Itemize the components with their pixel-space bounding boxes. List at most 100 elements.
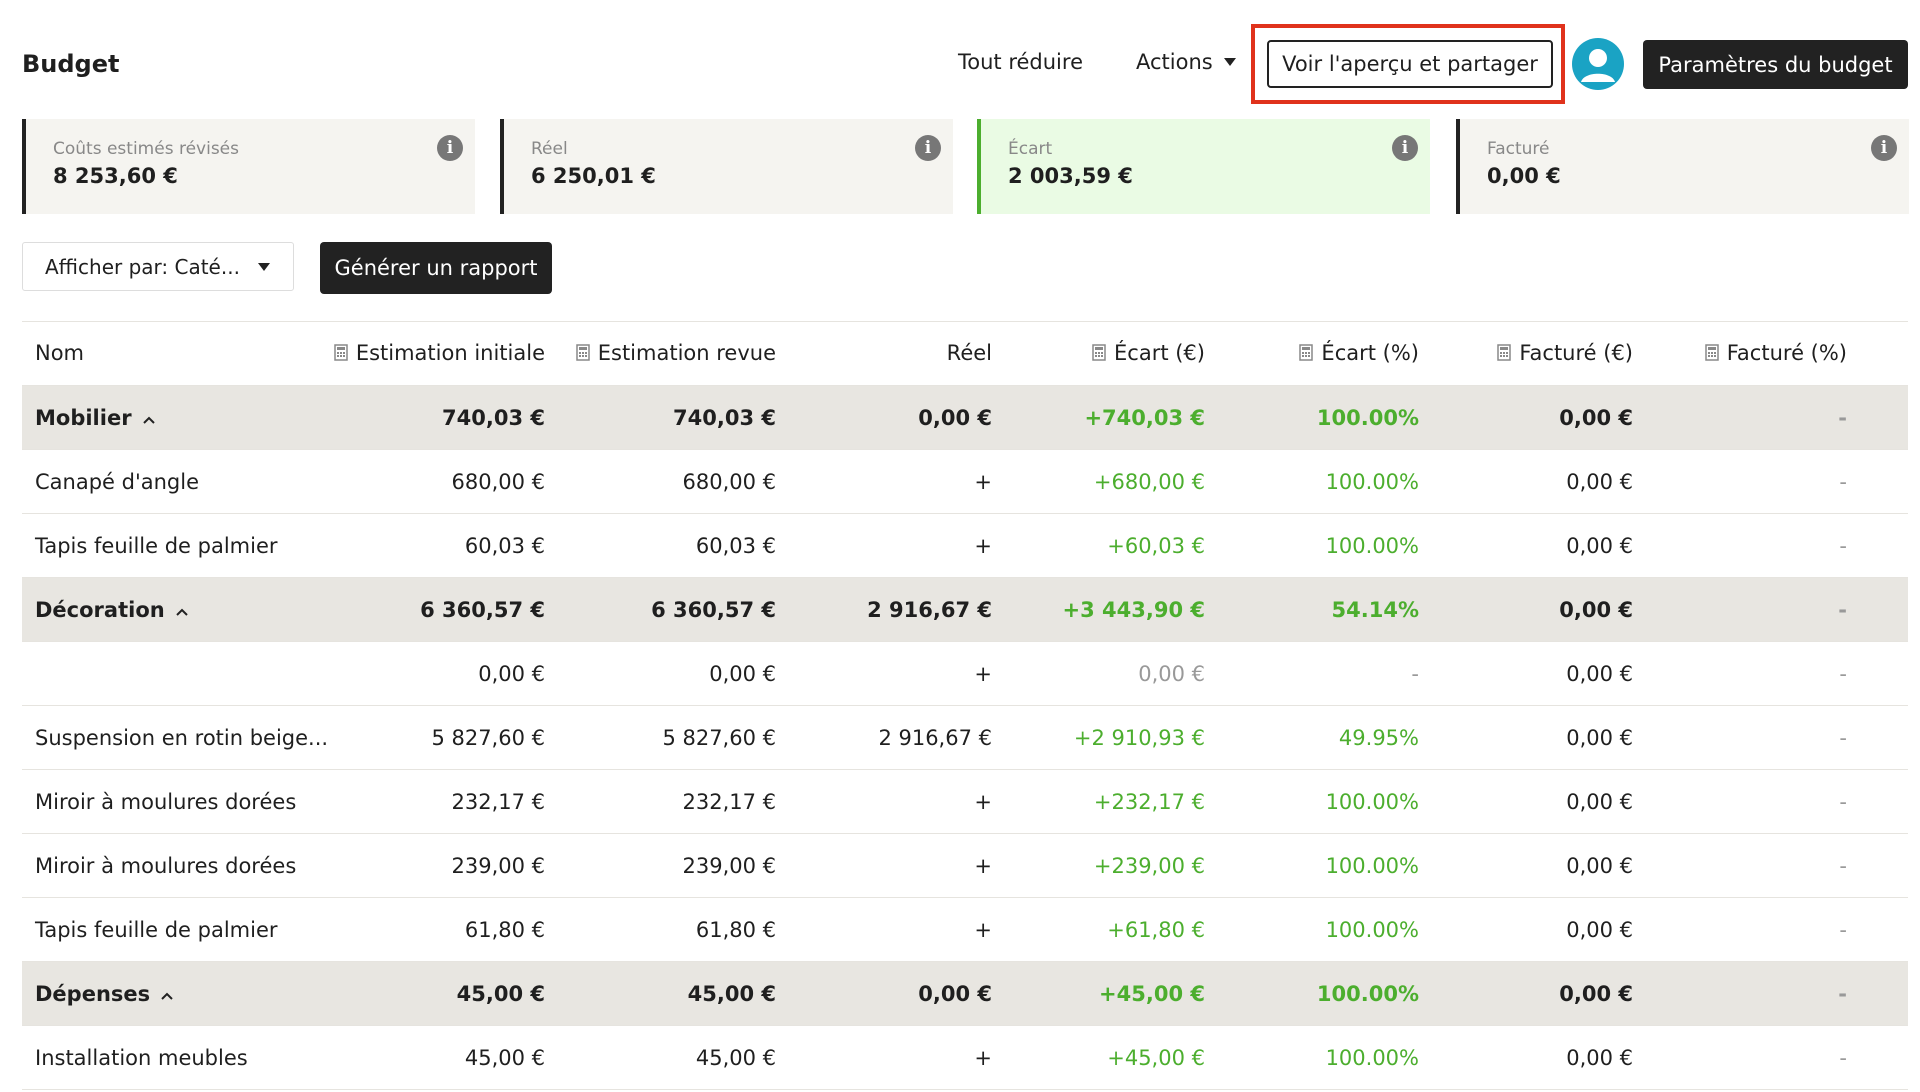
value-cell: 2 916,67 €: [878, 726, 992, 750]
value-cell: 49.95%: [1338, 726, 1419, 750]
value-cell: 60,03 €: [695, 534, 776, 558]
value-cell: -: [1411, 662, 1419, 686]
value-cell: -: [1839, 726, 1847, 750]
row-name: Miroir à moulures dorées: [35, 854, 297, 878]
name-cell: Tapis feuille de palmier: [35, 898, 278, 962]
value-cell: 5 827,60 €: [662, 726, 776, 750]
card-label: Réel: [531, 139, 568, 159]
value-cell: +: [974, 790, 992, 814]
column-header-label: Estimation revue: [597, 341, 776, 365]
collapse-chevron[interactable]: [142, 415, 156, 425]
value-cell: 45,00 €: [695, 1046, 776, 1070]
column-header-label: Nom: [35, 341, 85, 365]
preview-share-button[interactable]: Voir l'aperçu et partager: [1267, 40, 1553, 88]
card-value: 2 003,59 €: [1008, 164, 1133, 188]
value-cell: -: [1839, 470, 1847, 494]
item-row: Canapé d'angle 680,00 € 680,00 € + +680,00 €…: [22, 450, 1908, 514]
collapse-all-button[interactable]: Tout réduire: [958, 50, 1083, 74]
group-row: Mobilier 740,03 € 740,03 € 0,00 € +740,03 € 1…: [22, 386, 1908, 450]
column-header[interactable]: Nom: [35, 321, 84, 386]
info-icon[interactable]: i: [1392, 135, 1418, 161]
value-cell: +: [974, 918, 992, 942]
column-header[interactable]: Écart (€): [1092, 321, 1205, 386]
row-name: Canapé d'angle: [35, 470, 200, 494]
dropdown-arrow: [1223, 58, 1236, 66]
value-cell: 0,00 €: [1566, 790, 1633, 814]
value-cell: 0,00 €: [1566, 726, 1633, 750]
value-cell: 2 916,67 €: [867, 598, 992, 622]
value-cell: 5 827,60 €: [431, 726, 545, 750]
group-row: Dépenses 45,00 € 45,00 € 0,00 € +45,00 € 100.…: [22, 962, 1908, 1026]
column-header[interactable]: Facturé (€): [1497, 321, 1633, 386]
card-label: Coûts estimés révisés: [53, 139, 239, 159]
card-value: 6 250,01 €: [531, 164, 656, 188]
value-cell: 100.00%: [1316, 982, 1419, 1006]
actions-menu[interactable]: Actions: [1136, 50, 1237, 74]
item-row: Miroir à moulures dorées 239,00 € 239,00 €…: [22, 834, 1908, 898]
info-icon[interactable]: i: [1871, 135, 1897, 161]
item-row: Miroir à moulures dorées 232,17 € 232,17 €…: [22, 770, 1908, 834]
value-cell: +2 910,93 €: [1073, 726, 1205, 750]
column-header[interactable]: Estimation initiale: [334, 321, 545, 386]
card-value: 0,00 €: [1487, 164, 1561, 188]
value-cell: 0,00 €: [1559, 406, 1633, 430]
budget-settings-label: Paramètres du budget: [1658, 52, 1893, 77]
item-row: Tapis feuille de palmier 60,03 € 60,03 € + +…: [22, 514, 1908, 578]
value-cell: -: [1839, 534, 1847, 558]
value-cell: 100.00%: [1325, 918, 1419, 942]
value-cell: +: [974, 534, 992, 558]
column-header[interactable]: Estimation revue: [575, 321, 776, 386]
value-cell: -: [1839, 854, 1847, 878]
info-icon[interactable]: i: [437, 135, 463, 161]
column-header[interactable]: Réel: [947, 321, 992, 386]
value-cell: 680,00 €: [451, 470, 545, 494]
summary-card: Facturé 0,00 € i: [1456, 119, 1909, 214]
collapse-chevron[interactable]: [175, 607, 189, 617]
collapse-chevron[interactable]: [160, 991, 174, 1001]
value-cell: 0,00 €: [1566, 918, 1633, 942]
value-cell: 60,03 €: [464, 534, 545, 558]
value-cell: 54.14%: [1331, 598, 1419, 622]
name-cell: Tapis feuille de palmier: [35, 514, 278, 578]
value-cell: 100.00%: [1325, 854, 1419, 878]
value-cell: 239,00 €: [451, 854, 545, 878]
name-cell: Installation meubles: [35, 1026, 248, 1090]
value-cell: -: [1838, 982, 1847, 1006]
value-cell: 61,80 €: [695, 918, 776, 942]
generate-report-button[interactable]: Générer un rapport: [320, 242, 552, 294]
value-cell: 0,00 €: [1566, 1046, 1633, 1070]
card-label: Facturé: [1487, 139, 1550, 159]
value-cell: 232,17 €: [682, 790, 776, 814]
value-cell: +45,00 €: [1107, 1046, 1205, 1070]
preview-share-label: Voir l'aperçu et partager: [1282, 52, 1538, 76]
value-cell: +45,00 €: [1099, 982, 1205, 1006]
user-avatar[interactable]: [1572, 38, 1624, 90]
item-row: Installation meubles 45,00 € 45,00 € + +45,0…: [22, 1026, 1908, 1090]
row-name: Installation meubles: [35, 1046, 248, 1070]
row-name: Tapis feuille de palmier: [35, 918, 278, 942]
name-cell: Dépenses: [35, 962, 174, 1026]
value-cell: 680,00 €: [682, 470, 776, 494]
value-cell: 0,00 €: [478, 662, 545, 686]
column-header[interactable]: Écart (%): [1299, 321, 1419, 386]
value-cell: 45,00 €: [456, 982, 545, 1006]
value-cell: -: [1838, 598, 1847, 622]
table-top-border: [22, 321, 1908, 322]
summary-card: Écart 2 003,59 € i: [977, 119, 1430, 214]
value-cell: 0,00 €: [918, 406, 992, 430]
value-cell: +740,03 €: [1084, 406, 1205, 430]
view-by-select[interactable]: Afficher par: Caté...: [22, 242, 294, 291]
budget-settings-button[interactable]: Paramètres du budget: [1643, 40, 1908, 89]
row-name: Miroir à moulures dorées: [35, 790, 297, 814]
item-row: Suspension en rotin beige... 5 827,60 € 5 …: [22, 706, 1908, 770]
value-cell: 100.00%: [1325, 1046, 1419, 1070]
column-header[interactable]: Facturé (%): [1705, 321, 1847, 386]
summary-card: Coûts estimés révisés 8 253,60 € i: [22, 119, 475, 214]
value-cell: 740,03 €: [673, 406, 776, 430]
value-cell: 0,00 €: [1559, 598, 1633, 622]
value-cell: 0,00 €: [1566, 854, 1633, 878]
column-header-label: Écart (€): [1114, 341, 1205, 365]
value-cell: -: [1839, 790, 1847, 814]
row-name: Tapis feuille de palmier: [35, 534, 278, 558]
info-icon[interactable]: i: [915, 135, 941, 161]
